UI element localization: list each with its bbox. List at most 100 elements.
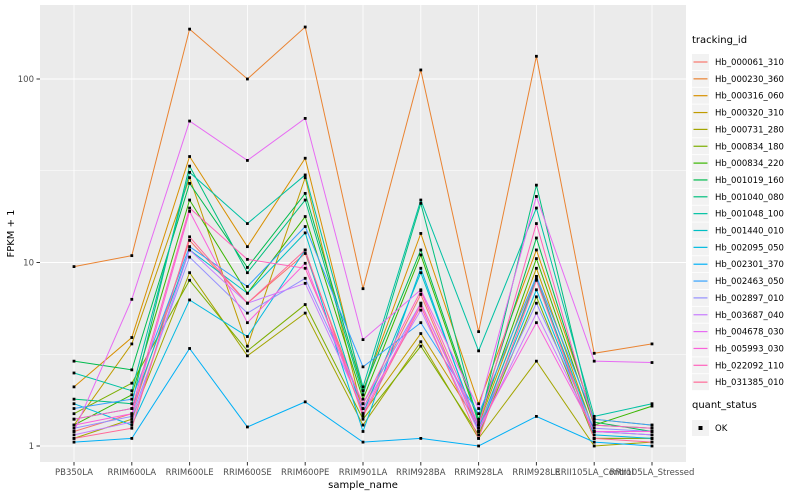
data-point bbox=[72, 433, 76, 437]
x-axis-title: sample_name bbox=[328, 480, 398, 491]
data-point bbox=[246, 311, 249, 315]
data-point bbox=[188, 298, 191, 302]
x-tick-label: RRIM600PE bbox=[281, 468, 329, 478]
data-point bbox=[72, 385, 76, 389]
legend-label-Hb_000320_310: Hb_000320_310 bbox=[715, 109, 784, 119]
data-point bbox=[535, 195, 538, 198]
data-point bbox=[419, 248, 423, 252]
data-point bbox=[592, 423, 596, 427]
data-point bbox=[650, 423, 654, 427]
legend-label-Hb_000834_220: Hb_000834_220 bbox=[715, 159, 784, 169]
data-point bbox=[361, 393, 365, 397]
data-point bbox=[477, 426, 480, 430]
data-point bbox=[303, 116, 307, 120]
data-point bbox=[303, 198, 307, 202]
data-point bbox=[72, 440, 76, 444]
x-tick-label: RRIM928LA bbox=[454, 468, 503, 478]
data-point bbox=[246, 159, 249, 162]
data-point bbox=[188, 209, 191, 213]
data-point bbox=[419, 301, 423, 305]
legend-label-Hb_000834_180: Hb_000834_180 bbox=[715, 142, 784, 152]
y-tick-label: 10 bbox=[23, 259, 34, 269]
data-point bbox=[303, 252, 307, 255]
data-point bbox=[72, 371, 76, 375]
data-point bbox=[535, 295, 538, 299]
data-point bbox=[303, 276, 307, 280]
x-tick-label: RRIM928BA bbox=[396, 468, 446, 478]
data-point bbox=[246, 77, 249, 81]
data-point bbox=[303, 281, 307, 285]
data-point bbox=[361, 338, 365, 342]
data-point bbox=[188, 27, 191, 31]
data-point bbox=[72, 407, 76, 410]
data-point bbox=[419, 289, 423, 293]
data-point bbox=[592, 420, 596, 424]
data-point bbox=[130, 254, 134, 258]
data-point bbox=[188, 164, 191, 168]
data-point bbox=[303, 261, 307, 265]
data-point bbox=[130, 417, 134, 421]
data-point bbox=[130, 407, 134, 410]
x-tick-label: RRIM600LA bbox=[107, 468, 156, 478]
data-point bbox=[303, 225, 307, 228]
data-point bbox=[188, 198, 191, 202]
data-point bbox=[535, 301, 538, 305]
data-point bbox=[130, 414, 134, 418]
data-point bbox=[303, 25, 307, 29]
data-point bbox=[188, 271, 191, 275]
data-point bbox=[419, 304, 423, 308]
data-point bbox=[650, 404, 654, 408]
data-point bbox=[419, 253, 423, 257]
data-point bbox=[72, 402, 76, 406]
data-point bbox=[477, 402, 480, 406]
data-point bbox=[535, 278, 538, 282]
data-point bbox=[303, 231, 307, 235]
data-point bbox=[592, 437, 596, 440]
data-point bbox=[592, 414, 596, 418]
legend-title-quant-status: quant_status bbox=[692, 400, 757, 411]
data-point bbox=[246, 344, 249, 348]
x-tick-label: RRIM901LA bbox=[339, 468, 388, 478]
data-point bbox=[592, 417, 596, 421]
legend-title-tracking-id: tracking_id bbox=[692, 35, 747, 46]
data-point bbox=[361, 440, 365, 444]
data-point bbox=[72, 423, 76, 427]
data-point bbox=[535, 266, 538, 270]
legend-label-Hb_000061_310: Hb_000061_310 bbox=[715, 58, 784, 68]
data-point bbox=[477, 437, 480, 440]
data-point bbox=[535, 222, 538, 225]
data-point bbox=[130, 381, 134, 385]
data-point bbox=[246, 321, 249, 325]
data-point bbox=[419, 321, 423, 325]
data-point bbox=[361, 365, 365, 369]
data-point bbox=[246, 285, 249, 288]
data-point bbox=[477, 407, 480, 410]
data-point bbox=[130, 402, 134, 406]
data-point bbox=[650, 440, 654, 444]
legend-label-Hb_002463_050: Hb_002463_050 bbox=[715, 277, 784, 287]
x-tick-label: PB350LA bbox=[55, 468, 93, 478]
data-point bbox=[419, 198, 423, 202]
data-point bbox=[303, 156, 307, 160]
data-point bbox=[592, 426, 596, 430]
data-point bbox=[188, 119, 191, 123]
data-point bbox=[246, 257, 249, 261]
data-point bbox=[246, 349, 249, 353]
data-point bbox=[130, 423, 134, 427]
data-point bbox=[535, 54, 538, 58]
legend-label-Hb_002897_010: Hb_002897_010 bbox=[715, 294, 784, 304]
data-point bbox=[246, 291, 249, 295]
data-point bbox=[419, 232, 423, 235]
data-point bbox=[72, 265, 76, 268]
data-point bbox=[592, 440, 596, 444]
data-point bbox=[130, 389, 134, 393]
data-point bbox=[477, 412, 480, 416]
y-axis-title: FPKM + 1 bbox=[6, 209, 17, 257]
data-point bbox=[130, 297, 134, 301]
data-point bbox=[419, 293, 423, 296]
data-point bbox=[650, 342, 654, 346]
data-point bbox=[188, 176, 191, 180]
data-point bbox=[246, 301, 249, 305]
data-point bbox=[650, 433, 654, 437]
data-point bbox=[650, 402, 654, 406]
